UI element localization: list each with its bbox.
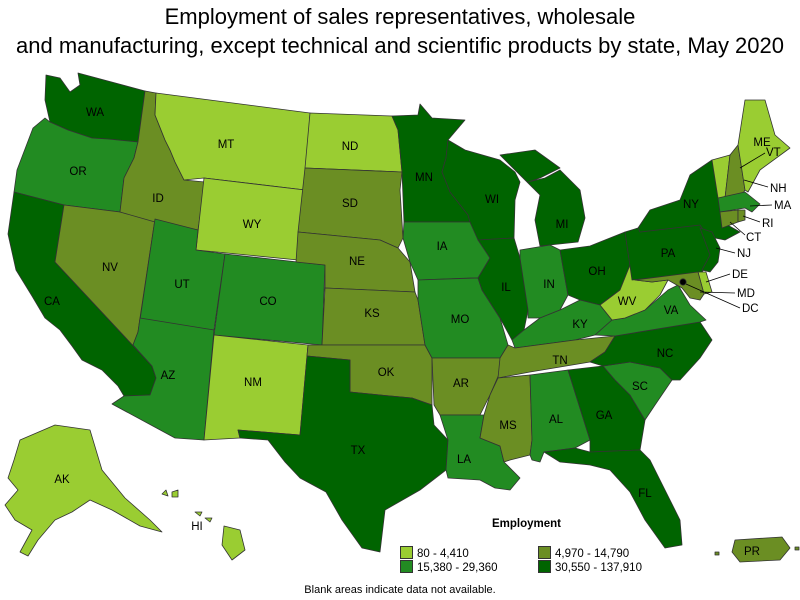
legend-item-3: 15,380 - 29,360 bbox=[400, 560, 498, 574]
label-nv: NV bbox=[102, 262, 118, 274]
state-nc[interactable] bbox=[589, 321, 713, 381]
label-wv: WV bbox=[618, 296, 637, 308]
leader-nh bbox=[743, 179, 769, 188]
label-mo: MO bbox=[451, 314, 470, 326]
label-wi: WI bbox=[485, 194, 499, 206]
legend-label-2: 4,970 - 14,790 bbox=[555, 548, 630, 560]
label-ri: RI bbox=[762, 218, 774, 230]
footnote: Blank areas indicate data not available. bbox=[304, 584, 496, 596]
label-al: AL bbox=[549, 414, 564, 426]
label-hi: HI bbox=[191, 521, 203, 533]
state-ny[interactable] bbox=[637, 159, 741, 241]
legend-swatch-2 bbox=[538, 546, 551, 559]
legend-item-1: 80 - 4,410 bbox=[400, 546, 469, 560]
label-dc: DC bbox=[742, 303, 759, 315]
leader-ri bbox=[742, 215, 761, 223]
legend-item-4: 30,550 - 137,910 bbox=[538, 560, 642, 574]
legend-label-4: 30,550 - 137,910 bbox=[555, 562, 642, 574]
label-il: IL bbox=[501, 282, 511, 294]
label-ut: UT bbox=[174, 279, 189, 291]
leader-vt bbox=[739, 152, 766, 169]
state-ct[interactable] bbox=[719, 209, 739, 229]
legend-title: Employment bbox=[492, 518, 562, 530]
label-fl: FL bbox=[638, 488, 652, 500]
label-oh: OH bbox=[588, 266, 605, 278]
label-co: CO bbox=[259, 296, 276, 308]
label-wa: WA bbox=[86, 107, 104, 119]
label-va: VA bbox=[664, 305, 679, 317]
label-la: LA bbox=[457, 454, 471, 466]
leader-de bbox=[705, 273, 731, 283]
label-ak: AK bbox=[54, 474, 70, 486]
leader-ma bbox=[749, 204, 773, 207]
label-az: AZ bbox=[161, 370, 176, 382]
state-ri[interactable] bbox=[737, 209, 746, 223]
leader-dc bbox=[685, 283, 741, 309]
label-ia: IA bbox=[437, 241, 448, 253]
state-md[interactable] bbox=[634, 271, 705, 301]
label-id: ID bbox=[152, 193, 164, 205]
label-nd: ND bbox=[342, 141, 359, 153]
leader-md bbox=[699, 291, 736, 294]
label-de: DE bbox=[732, 269, 748, 281]
label-in: IN bbox=[543, 279, 555, 291]
label-pa: PA bbox=[661, 248, 676, 260]
title-line-1: Employment of sales representatives, who… bbox=[164, 4, 636, 29]
label-tx: TX bbox=[351, 445, 366, 457]
label-wy: WY bbox=[243, 219, 262, 231]
label-tn: TN bbox=[552, 355, 567, 367]
label-ks: KS bbox=[364, 308, 380, 320]
state-ak[interactable] bbox=[4, 424, 163, 557]
label-md: MD bbox=[737, 288, 755, 300]
title-line-2: and manufacturing, except technical and … bbox=[16, 33, 784, 58]
label-ky: KY bbox=[572, 319, 588, 331]
state-dc[interactable] bbox=[679, 278, 687, 286]
label-nm: NM bbox=[244, 377, 262, 389]
leader-nj bbox=[715, 247, 736, 254]
state-tx[interactable] bbox=[237, 355, 449, 553]
label-ga: GA bbox=[596, 410, 613, 422]
label-mi: MI bbox=[556, 219, 569, 231]
legend-swatch-1 bbox=[400, 546, 413, 559]
label-ok: OK bbox=[378, 367, 395, 379]
label-ca: CA bbox=[44, 296, 60, 308]
state-fl[interactable] bbox=[543, 447, 683, 549]
map-title: Employment of sales representatives, who… bbox=[0, 2, 800, 60]
label-mn: MN bbox=[415, 172, 433, 184]
label-nj: NJ bbox=[737, 248, 751, 260]
label-or: OR bbox=[69, 166, 86, 178]
label-ms: MS bbox=[499, 420, 517, 432]
label-ma: MA bbox=[774, 200, 792, 212]
label-nc: NC bbox=[657, 348, 674, 360]
state-pr[interactable] bbox=[714, 536, 800, 563]
label-ny: NY bbox=[683, 199, 699, 211]
label-ne: NE bbox=[349, 256, 365, 268]
label-pr: PR bbox=[744, 546, 760, 558]
state-nj[interactable] bbox=[699, 227, 721, 273]
leader-ct bbox=[729, 221, 746, 236]
state-hi[interactable] bbox=[161, 489, 246, 561]
label-sd: SD bbox=[342, 198, 358, 210]
legend-swatch-3 bbox=[400, 560, 413, 573]
legend-swatch-4 bbox=[538, 560, 551, 573]
legend-label-3: 15,380 - 29,360 bbox=[417, 562, 498, 574]
legend-item-2: 4,970 - 14,790 bbox=[538, 546, 629, 560]
label-ct: CT bbox=[746, 232, 761, 244]
state-mi[interactable] bbox=[499, 149, 586, 247]
state-me[interactable] bbox=[737, 99, 791, 193]
label-ar: AR bbox=[453, 378, 469, 390]
label-me: ME bbox=[753, 137, 771, 149]
label-sc: SC bbox=[632, 381, 648, 393]
legend-label-1: 80 - 4,410 bbox=[417, 548, 469, 560]
label-nh: NH bbox=[770, 183, 787, 195]
label-vt: VT bbox=[766, 147, 781, 159]
label-mt: MT bbox=[218, 139, 235, 151]
